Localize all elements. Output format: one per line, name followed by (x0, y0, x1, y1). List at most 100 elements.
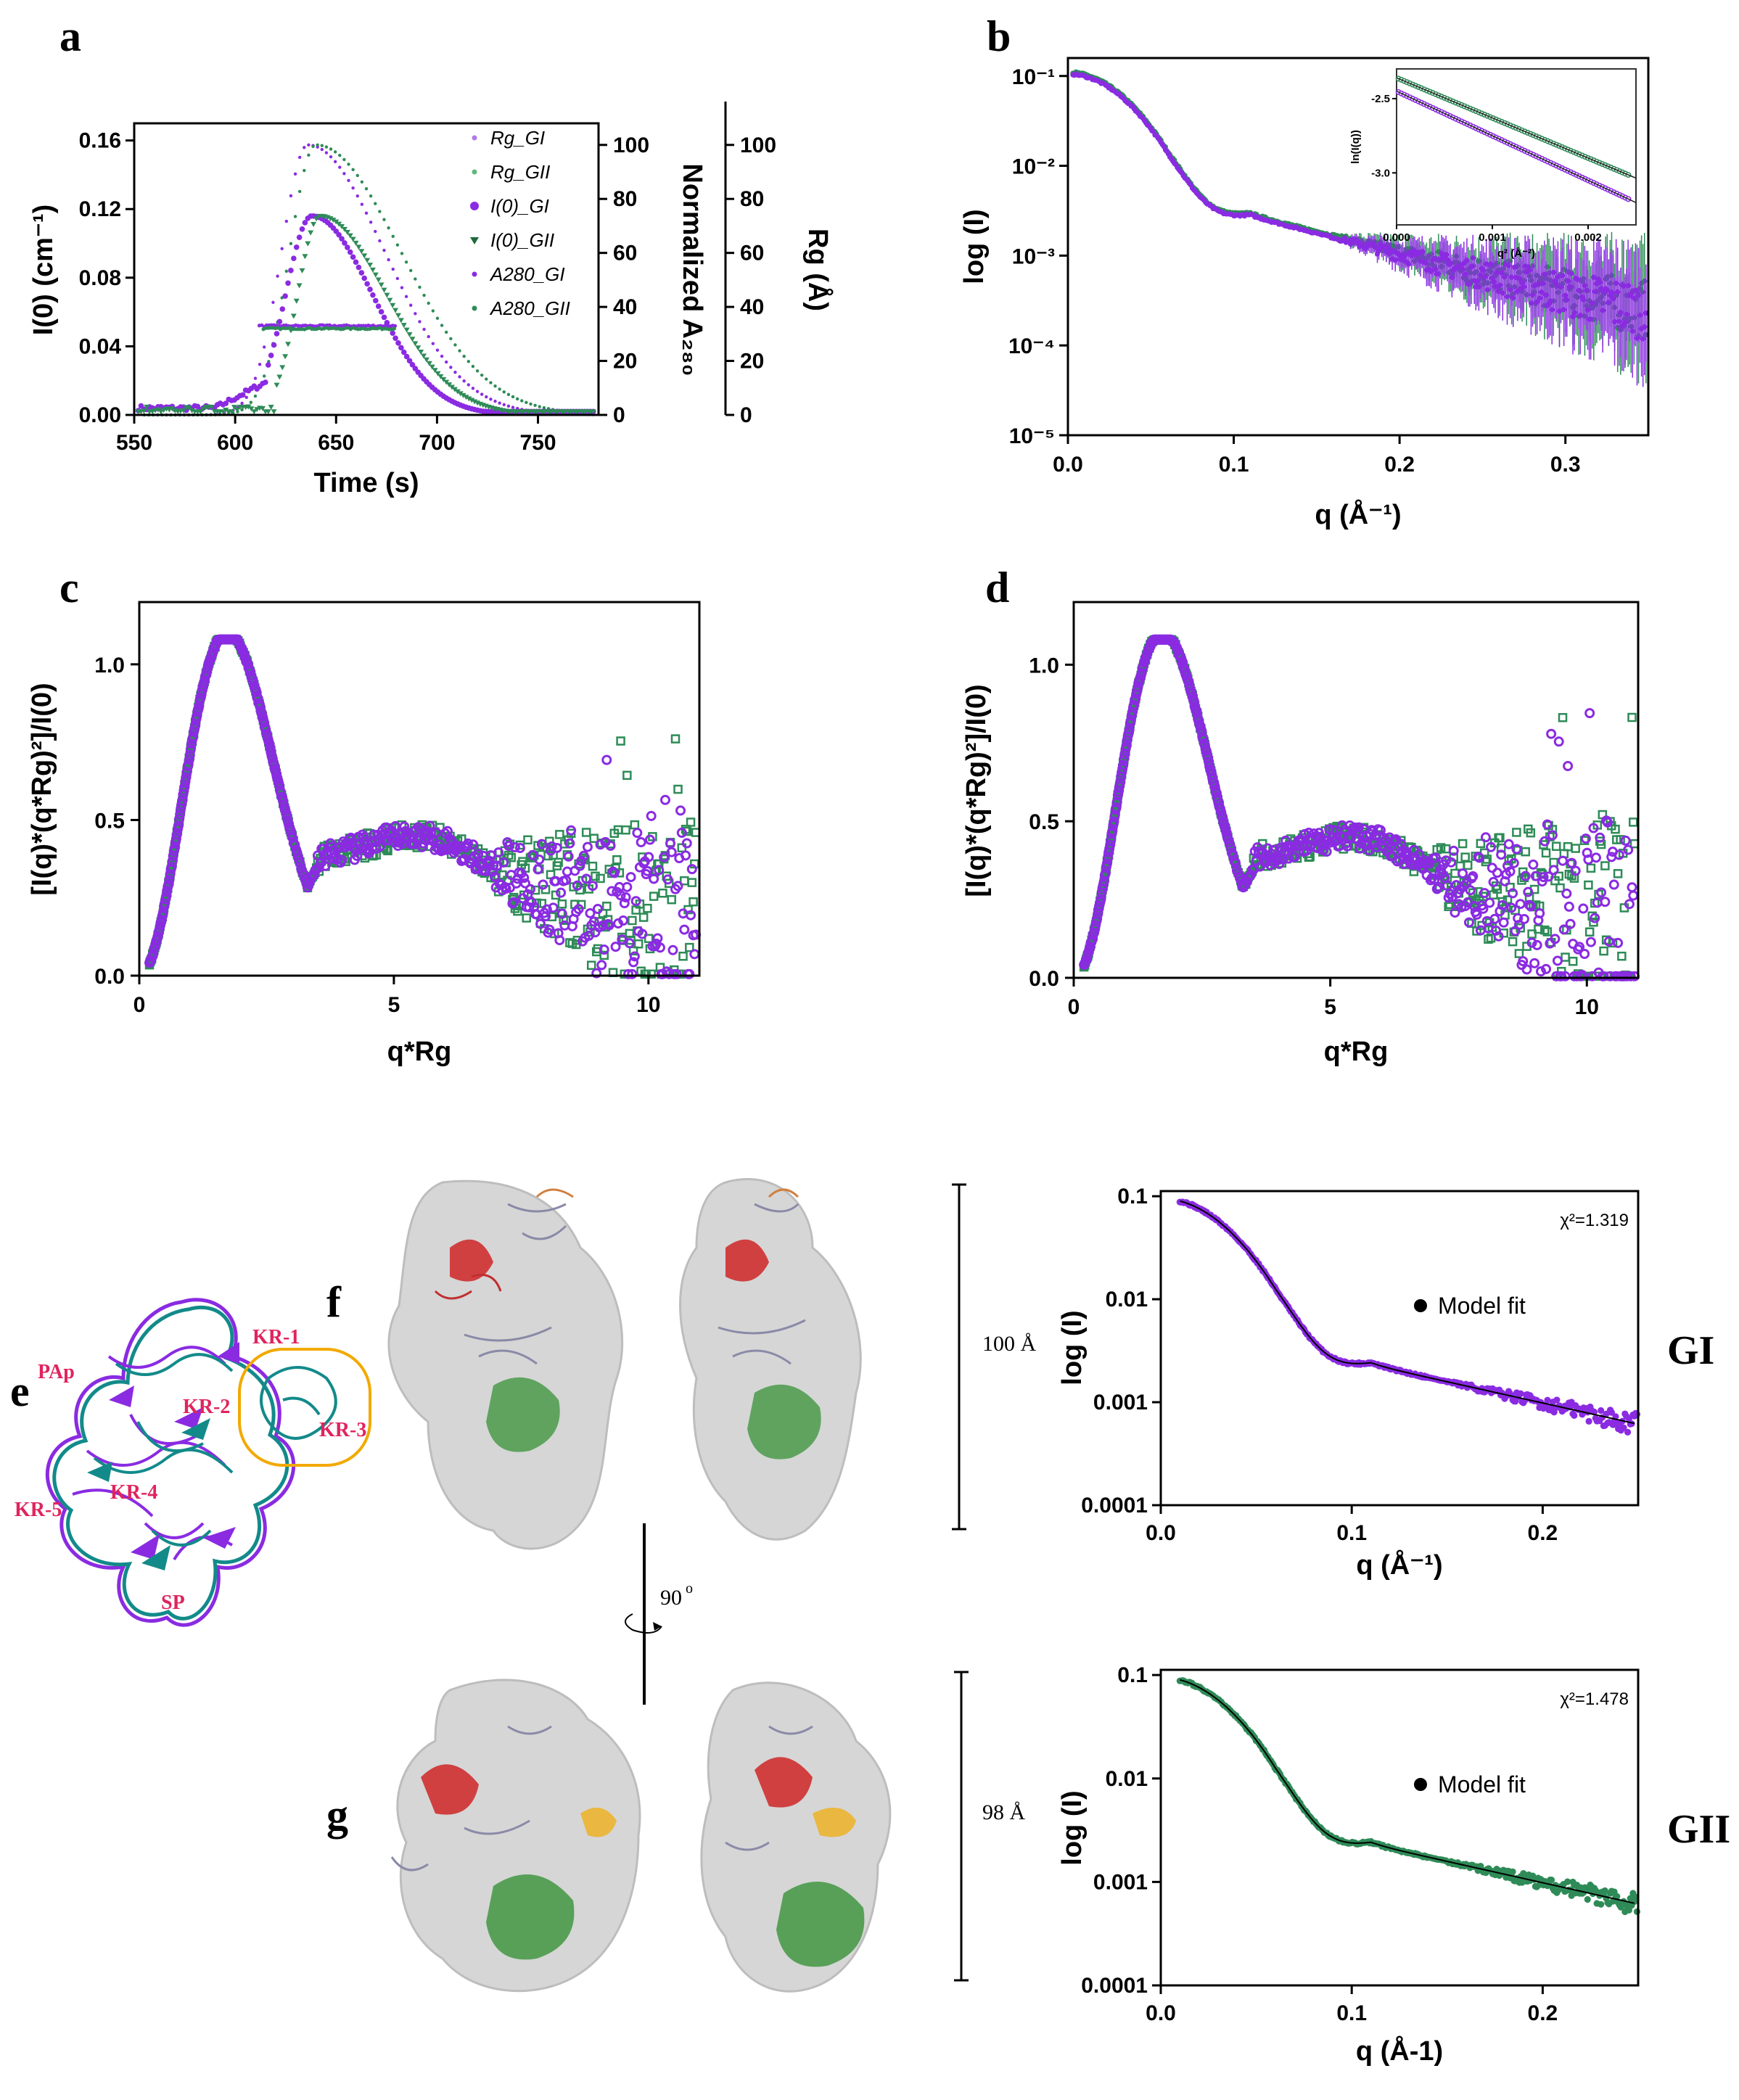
kratky-point (638, 913, 649, 922)
a280-point (240, 401, 244, 405)
kratky-point (190, 720, 201, 731)
i0-point (373, 297, 379, 304)
a280-point (324, 151, 329, 155)
kratky-point (161, 891, 172, 902)
inset-y-tick-label: -2.5 (1371, 93, 1390, 105)
kratky-point (166, 862, 177, 873)
kratky-point (628, 946, 638, 956)
legend-label: Rg_GII (490, 161, 550, 183)
kratky-point (1613, 937, 1624, 948)
label-kr-4: KR-4 (110, 1481, 157, 1504)
a280-point (364, 187, 369, 191)
a280-point (431, 309, 435, 313)
i0-point (364, 281, 370, 287)
y-tick-label: 0.12 (79, 197, 121, 221)
i0-point (369, 267, 376, 273)
kratky-point (556, 887, 567, 898)
a280-point (374, 202, 377, 205)
a280-point (297, 189, 302, 194)
i0-point (395, 340, 401, 346)
y2-tick-label: 0 (613, 403, 625, 427)
i0-point (285, 280, 291, 287)
y3-tick-label: 40 (740, 295, 764, 319)
a280-point (307, 153, 311, 157)
i0-point (336, 231, 342, 238)
i0-point (248, 406, 255, 412)
panel-a-ylabel: I(0) (cm⁻¹) (28, 205, 59, 336)
a280-point (427, 301, 430, 305)
fit-data-point (1624, 1428, 1632, 1436)
i0-point (590, 409, 596, 415)
kratky-point (541, 904, 552, 915)
data-point (1510, 295, 1516, 301)
i0-point (141, 408, 147, 414)
kratky-point (538, 879, 548, 890)
panel-b-plot-frame (1066, 57, 1650, 437)
panel-f-fit-chart: 0.1 0.01 0.001 0.0001 0.0 0.1 0.2 q (Å⁻¹) log … (1057, 1185, 1714, 1581)
kratky-point (1528, 859, 1539, 870)
a280-point (400, 286, 404, 289)
i0-point (313, 216, 319, 222)
panel-a-xlabel: Time (s) (313, 468, 419, 498)
a280-point (333, 150, 337, 154)
panel-c-chart: c 0.0 0.5 1.0 0 5 10 q*Rg [I(q)*(q*Rg)²]/I(0) (27, 564, 702, 1067)
kratky-point (593, 944, 603, 954)
kratky-point (547, 912, 557, 922)
i0-point (415, 345, 422, 351)
group-label-gi: GI (1667, 1328, 1714, 1373)
fit-data-point (1585, 1417, 1592, 1425)
i0-point (347, 233, 353, 239)
panel-d-xlabel: q*Rg (1324, 1037, 1389, 1067)
i0-point (231, 405, 238, 411)
y-tick-label: 0.1 (1117, 1663, 1148, 1687)
x-tick-label: 0 (1068, 995, 1080, 1019)
i0-point (239, 392, 246, 398)
legend-marker (472, 271, 477, 277)
kratky-point (251, 687, 262, 698)
kratky-point (506, 852, 516, 862)
kratky-point (633, 939, 644, 949)
kratky-point (659, 794, 670, 805)
kratky-point (1578, 903, 1589, 914)
a280-point (395, 276, 400, 281)
data-point (1504, 294, 1510, 300)
kratky-point (1600, 861, 1610, 870)
kratky-point (675, 805, 686, 816)
i0-point (392, 335, 398, 341)
kratky-point (673, 784, 683, 794)
i0-point (406, 332, 413, 338)
kratky-point (1546, 728, 1557, 739)
y-tick-label: 0.04 (79, 334, 122, 358)
x-tick-label: 0 (133, 993, 146, 1017)
label-kr-5: KR-5 (15, 1499, 62, 1521)
kratky-point (258, 717, 269, 728)
i0-point (390, 302, 396, 308)
model-fit-legend-marker-f (1414, 1299, 1427, 1312)
legend-label: A280_GII (489, 297, 570, 319)
kratky-point (603, 915, 613, 924)
kratky-point (543, 851, 553, 861)
i0-point (282, 354, 289, 360)
i0-point (265, 409, 271, 415)
i0-point (296, 234, 303, 240)
kratky-point (685, 942, 694, 952)
i0-point (155, 407, 161, 413)
legend-label: A280_GI (489, 263, 565, 285)
chi2-g: χ²=1.478 (1560, 1689, 1629, 1709)
y3-tick-label: 20 (740, 350, 764, 374)
i0-point (208, 405, 215, 411)
kratky-point (1521, 964, 1532, 975)
kratky-point (514, 843, 525, 854)
a280-point (458, 375, 461, 379)
kratky-point (525, 884, 535, 894)
kratky-point (503, 841, 514, 852)
kratky-point (537, 899, 547, 908)
i0-point (370, 292, 376, 298)
kratky-point (468, 839, 479, 850)
model-fit-curve (1180, 1200, 1635, 1425)
panel-f-fit-xlabel: q (Å⁻¹) (1356, 1549, 1442, 1581)
x-tick-label: 550 (116, 431, 152, 455)
kratky-point (596, 960, 607, 971)
kratky-point (1551, 841, 1561, 851)
i0-point (274, 331, 280, 337)
